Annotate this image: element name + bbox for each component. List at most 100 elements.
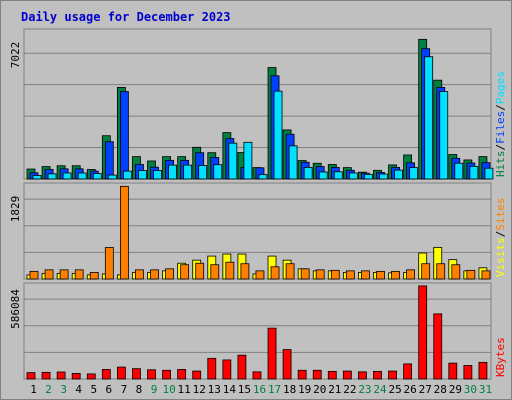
bar-kbytes xyxy=(267,327,277,380)
chart-panels: 7022Hits/Files/Pages1829Visits/Sites5860… xyxy=(9,28,507,380)
legend-entry: Files xyxy=(494,111,507,144)
bar-kbytes xyxy=(237,354,247,380)
bar-pages xyxy=(379,173,388,180)
bar-kbytes xyxy=(463,365,473,380)
x-tick-label: 6 xyxy=(106,383,113,396)
x-tick-label: 30 xyxy=(464,383,477,396)
bar-kbytes xyxy=(418,285,428,380)
bar-kbytes xyxy=(71,373,81,380)
x-tick-label: 15 xyxy=(238,383,251,396)
bar-pages xyxy=(424,56,434,180)
bar-pages xyxy=(32,175,42,180)
bar-kbytes xyxy=(86,373,96,380)
bar-pages xyxy=(107,174,117,180)
bar-sites xyxy=(119,185,129,280)
bar-pages xyxy=(318,171,328,180)
x-tick-label: 10 xyxy=(162,383,175,396)
x-tick-label: 16 xyxy=(253,383,266,396)
bar-sites xyxy=(150,269,159,280)
bar-kbytes xyxy=(41,371,51,380)
x-tick-label: 21 xyxy=(328,383,341,396)
bar-kbytes xyxy=(116,366,126,380)
bar-sites xyxy=(44,269,54,280)
bar-sites xyxy=(451,264,461,280)
bar-kbytes xyxy=(433,313,443,380)
bar-sites xyxy=(59,269,69,280)
x-tick-label: 3 xyxy=(60,383,67,396)
x-tick-label: 28 xyxy=(434,383,447,396)
bar-pages xyxy=(409,167,419,180)
x-tick-label: 29 xyxy=(449,383,462,396)
bar-pages xyxy=(62,172,72,180)
bar-sites xyxy=(466,269,476,280)
bar-sites xyxy=(376,270,385,280)
series-legend: KBytes xyxy=(494,337,507,377)
x-tick-label: 5 xyxy=(90,383,97,396)
bar-sites xyxy=(315,269,325,280)
bar-pages xyxy=(364,174,373,180)
bar-pages xyxy=(168,164,177,180)
x-tick-label: 27 xyxy=(419,383,432,396)
bar-sites xyxy=(330,269,340,280)
bar-sites xyxy=(270,266,280,280)
bar-sites xyxy=(255,270,265,280)
bar-pages xyxy=(333,171,343,180)
x-tick-label: 17 xyxy=(268,383,281,396)
bar-pages xyxy=(469,165,479,180)
x-tick-label: 14 xyxy=(223,383,237,396)
bar-sites xyxy=(391,270,400,280)
bar-sites xyxy=(300,268,310,280)
bar-pages xyxy=(153,170,162,180)
x-tick-label: 18 xyxy=(283,383,296,396)
bar-sites xyxy=(481,270,491,280)
legend-entry: / xyxy=(494,144,507,151)
bar-sites xyxy=(74,269,84,280)
bar-pages xyxy=(92,173,102,180)
bar-files xyxy=(119,91,129,180)
bar-pages xyxy=(484,167,494,180)
x-tick-label: 2 xyxy=(45,383,52,396)
bar-sites xyxy=(104,247,114,280)
bar-kbytes xyxy=(101,369,111,380)
chart-title: Daily usage for December 2023 xyxy=(21,10,231,24)
x-tick-label: 8 xyxy=(136,383,143,396)
bar-pages xyxy=(273,90,283,180)
bar-kbytes xyxy=(147,369,156,380)
bar-sites xyxy=(165,268,174,280)
x-tick-label: 25 xyxy=(388,383,401,396)
bar-kbytes xyxy=(162,369,171,380)
legend-entry: Pages xyxy=(494,71,507,104)
bar-kbytes xyxy=(177,369,187,380)
x-tick-label: 24 xyxy=(373,383,387,396)
legend-entry: KBytes xyxy=(494,337,507,377)
bar-sites xyxy=(240,263,250,280)
x-tick-label: 20 xyxy=(313,383,326,396)
bar-files xyxy=(104,141,114,180)
bar-kbytes xyxy=(192,370,202,380)
x-tick-label: 11 xyxy=(178,383,191,396)
bar-pages xyxy=(394,169,403,180)
x-tick-label: 31 xyxy=(479,383,492,396)
bar-pages xyxy=(198,165,208,180)
bar-sites xyxy=(225,261,235,280)
bar-kbytes xyxy=(478,361,488,380)
bar-pages xyxy=(228,142,238,180)
bar-sites xyxy=(361,270,370,280)
bar-pages xyxy=(258,174,268,180)
bar-pages xyxy=(213,164,223,180)
legend-entry: / xyxy=(494,104,507,111)
bar-sites xyxy=(421,263,431,280)
legend-entry: Hits xyxy=(494,151,507,178)
bar-pages xyxy=(122,170,132,180)
bar-kbytes xyxy=(26,372,36,380)
bar-sites xyxy=(210,264,220,280)
bar-sites xyxy=(29,270,39,280)
series-legend: Visits/Sites xyxy=(494,198,507,278)
x-tick-label: 26 xyxy=(404,383,417,396)
bar-kbytes xyxy=(358,371,367,380)
legend-entry: Visits xyxy=(494,237,507,277)
bar-sites xyxy=(285,263,295,280)
